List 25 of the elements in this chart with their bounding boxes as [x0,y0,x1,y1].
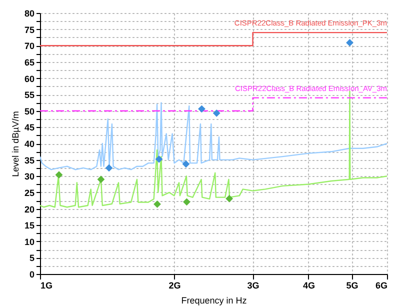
y-tick-label: 70 [24,41,34,52]
y-tick-label: 20 [24,204,34,214]
y-tick-label: 50 [24,106,34,116]
y-tick-label: 10 [24,236,34,247]
y-tick-label: 75 [24,24,34,35]
y-tick-label: 15 [24,220,34,231]
y-tick-label: 35 [24,155,34,166]
x-tick-label: 1G [40,280,53,290]
y-tick-label: 60 [24,74,34,84]
x-tick-label: 2G [168,280,181,290]
y-tick-label: 5 [29,253,34,264]
x-tick-label: 6G [375,280,388,290]
x-tick-label: 3G [247,280,260,290]
y-tick-label: 30 [24,172,34,182]
x-tick-label: 5G [346,280,358,290]
y-tick-label: 0 [29,270,34,280]
y-tick-label: 80 [24,8,34,18]
x-axis-title: Frequency in Hz [181,296,248,306]
y-tick-label: 65 [24,57,34,68]
x-tick-label: 4G [302,280,315,290]
y-tick-label: 45 [24,122,34,133]
y-axis-title: Level in dBµV/m [10,111,20,177]
y-tick-label: 55 [24,90,34,100]
y-tick-label: 25 [24,188,34,198]
y-tick-label: 40 [24,139,34,149]
